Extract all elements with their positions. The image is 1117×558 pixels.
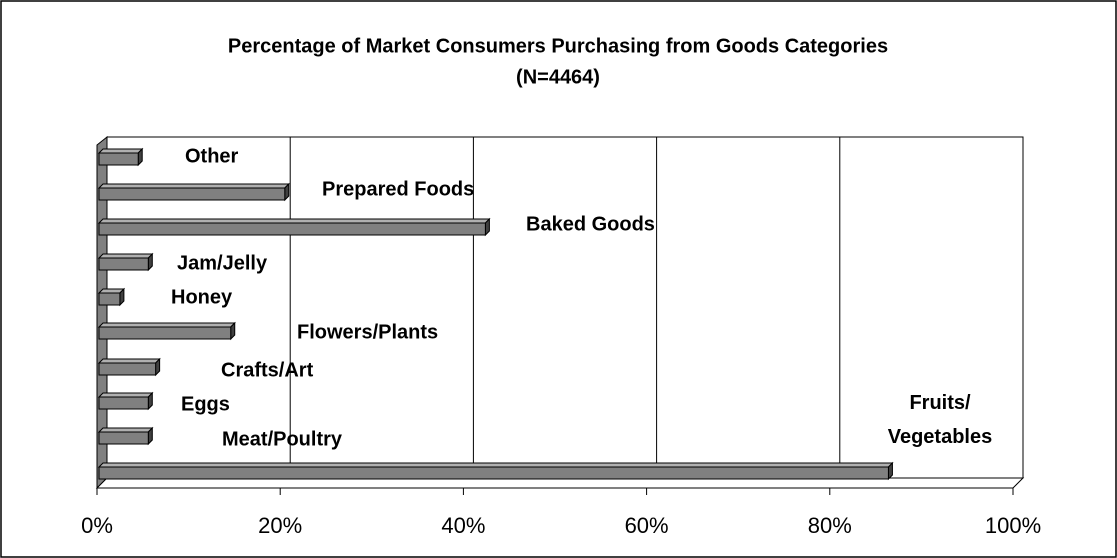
category-label: Flowers/Plants — [297, 321, 439, 344]
bar-top — [97, 322, 236, 328]
category-label: Fruits/ Vegetables — [887, 392, 993, 448]
bar-top — [97, 148, 144, 154]
bar — [98, 362, 157, 376]
bar — [98, 152, 139, 166]
category-label: Eggs — [181, 393, 230, 416]
x-tick-label: 80% — [808, 513, 852, 538]
x-tick-label: 60% — [625, 513, 669, 538]
bar — [98, 292, 121, 306]
bar-top — [97, 462, 894, 468]
bar-top — [97, 218, 491, 224]
bar — [98, 431, 149, 445]
category-label: Jam/Jelly — [177, 252, 268, 275]
bar — [98, 187, 286, 201]
category-label: Crafts/Art — [221, 359, 314, 382]
category-label: Baked Goods — [526, 213, 655, 236]
bar — [98, 396, 149, 410]
category-label: Honey — [171, 286, 233, 309]
x-tick-label: 20% — [258, 513, 302, 538]
bar-top — [97, 392, 154, 398]
x-tick-label: 40% — [441, 513, 485, 538]
bar-top — [97, 358, 161, 364]
chart-title: Percentage of Market Consumers Purchasin… — [228, 35, 888, 57]
bar-top — [97, 253, 154, 259]
bar — [98, 466, 889, 480]
bar — [98, 257, 149, 271]
bar-top — [97, 427, 154, 433]
category-label: Prepared Foods — [322, 178, 475, 201]
category-label: Meat/Poultry — [222, 428, 343, 451]
category-label: Other — [185, 145, 239, 168]
x-tick-label: 0% — [81, 513, 113, 538]
bar — [98, 222, 486, 236]
chart-subtitle: (N=4464) — [516, 66, 600, 88]
x-tick-label: 100% — [985, 513, 1041, 538]
bar — [98, 326, 232, 340]
bar-top — [97, 183, 290, 189]
